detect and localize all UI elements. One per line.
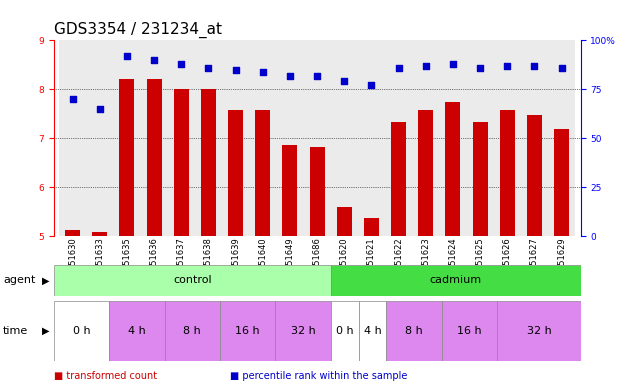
- Bar: [86, 40, 114, 236]
- Text: 8 h: 8 h: [405, 326, 423, 336]
- Point: [421, 63, 431, 69]
- Text: 4 h: 4 h: [363, 326, 381, 336]
- Bar: [493, 40, 521, 236]
- Bar: [54, 265, 331, 296]
- Bar: [276, 40, 304, 236]
- Bar: [442, 301, 497, 361]
- Bar: [222, 40, 249, 236]
- Bar: [119, 78, 134, 236]
- Point: [230, 67, 240, 73]
- Point: [502, 63, 512, 69]
- Bar: [386, 301, 442, 361]
- Text: ■ percentile rank within the sample: ■ percentile rank within the sample: [230, 371, 408, 381]
- Text: 16 h: 16 h: [235, 326, 260, 336]
- Bar: [521, 40, 548, 236]
- Bar: [497, 301, 581, 361]
- Point: [448, 61, 458, 67]
- Bar: [168, 40, 195, 236]
- Bar: [165, 301, 220, 361]
- Point: [285, 73, 295, 79]
- Point: [203, 65, 213, 71]
- Bar: [54, 301, 109, 361]
- Point: [176, 61, 186, 67]
- Text: 32 h: 32 h: [291, 326, 316, 336]
- Bar: [358, 301, 386, 361]
- Bar: [439, 40, 466, 236]
- Point: [367, 82, 377, 88]
- Bar: [146, 79, 162, 236]
- Point: [529, 63, 540, 69]
- Bar: [276, 301, 331, 361]
- Bar: [256, 110, 270, 236]
- Point: [257, 69, 268, 75]
- Bar: [554, 129, 569, 236]
- Bar: [141, 40, 168, 236]
- Bar: [364, 218, 379, 236]
- Bar: [418, 110, 433, 236]
- Point: [394, 65, 404, 71]
- Bar: [114, 40, 141, 236]
- Bar: [527, 115, 542, 236]
- Text: agent: agent: [3, 275, 35, 285]
- Bar: [304, 40, 331, 236]
- Bar: [337, 207, 351, 236]
- Bar: [220, 301, 276, 361]
- Point: [475, 65, 485, 71]
- Bar: [201, 89, 216, 236]
- Point: [68, 96, 78, 102]
- Bar: [331, 265, 581, 296]
- Text: control: control: [173, 275, 211, 285]
- Point: [122, 53, 132, 59]
- Text: 0 h: 0 h: [336, 326, 353, 336]
- Bar: [500, 110, 515, 236]
- Bar: [174, 89, 189, 236]
- Text: ■ transformed count: ■ transformed count: [54, 371, 156, 381]
- Bar: [283, 145, 297, 236]
- Bar: [310, 147, 324, 236]
- Bar: [445, 101, 461, 236]
- Point: [149, 57, 159, 63]
- Bar: [412, 40, 439, 236]
- Bar: [92, 232, 107, 236]
- Bar: [391, 122, 406, 236]
- Point: [95, 106, 105, 112]
- Text: 8 h: 8 h: [184, 326, 201, 336]
- Point: [557, 65, 567, 71]
- Bar: [548, 40, 575, 236]
- Bar: [195, 40, 222, 236]
- Text: 32 h: 32 h: [526, 326, 551, 336]
- Bar: [473, 122, 488, 236]
- Bar: [385, 40, 412, 236]
- Text: 4 h: 4 h: [128, 326, 146, 336]
- Bar: [109, 301, 165, 361]
- Text: ▶: ▶: [42, 326, 49, 336]
- Text: time: time: [3, 326, 28, 336]
- Bar: [59, 40, 86, 236]
- Bar: [249, 40, 276, 236]
- Bar: [331, 301, 358, 361]
- Point: [339, 78, 350, 84]
- Point: [312, 73, 322, 79]
- Text: 0 h: 0 h: [73, 326, 90, 336]
- Bar: [331, 40, 358, 236]
- Text: GDS3354 / 231234_at: GDS3354 / 231234_at: [54, 22, 221, 38]
- Text: 16 h: 16 h: [457, 326, 482, 336]
- Bar: [466, 40, 493, 236]
- Bar: [65, 230, 80, 236]
- Text: ▶: ▶: [42, 275, 49, 285]
- Text: cadmium: cadmium: [430, 275, 482, 285]
- Bar: [228, 110, 243, 236]
- Bar: [358, 40, 385, 236]
